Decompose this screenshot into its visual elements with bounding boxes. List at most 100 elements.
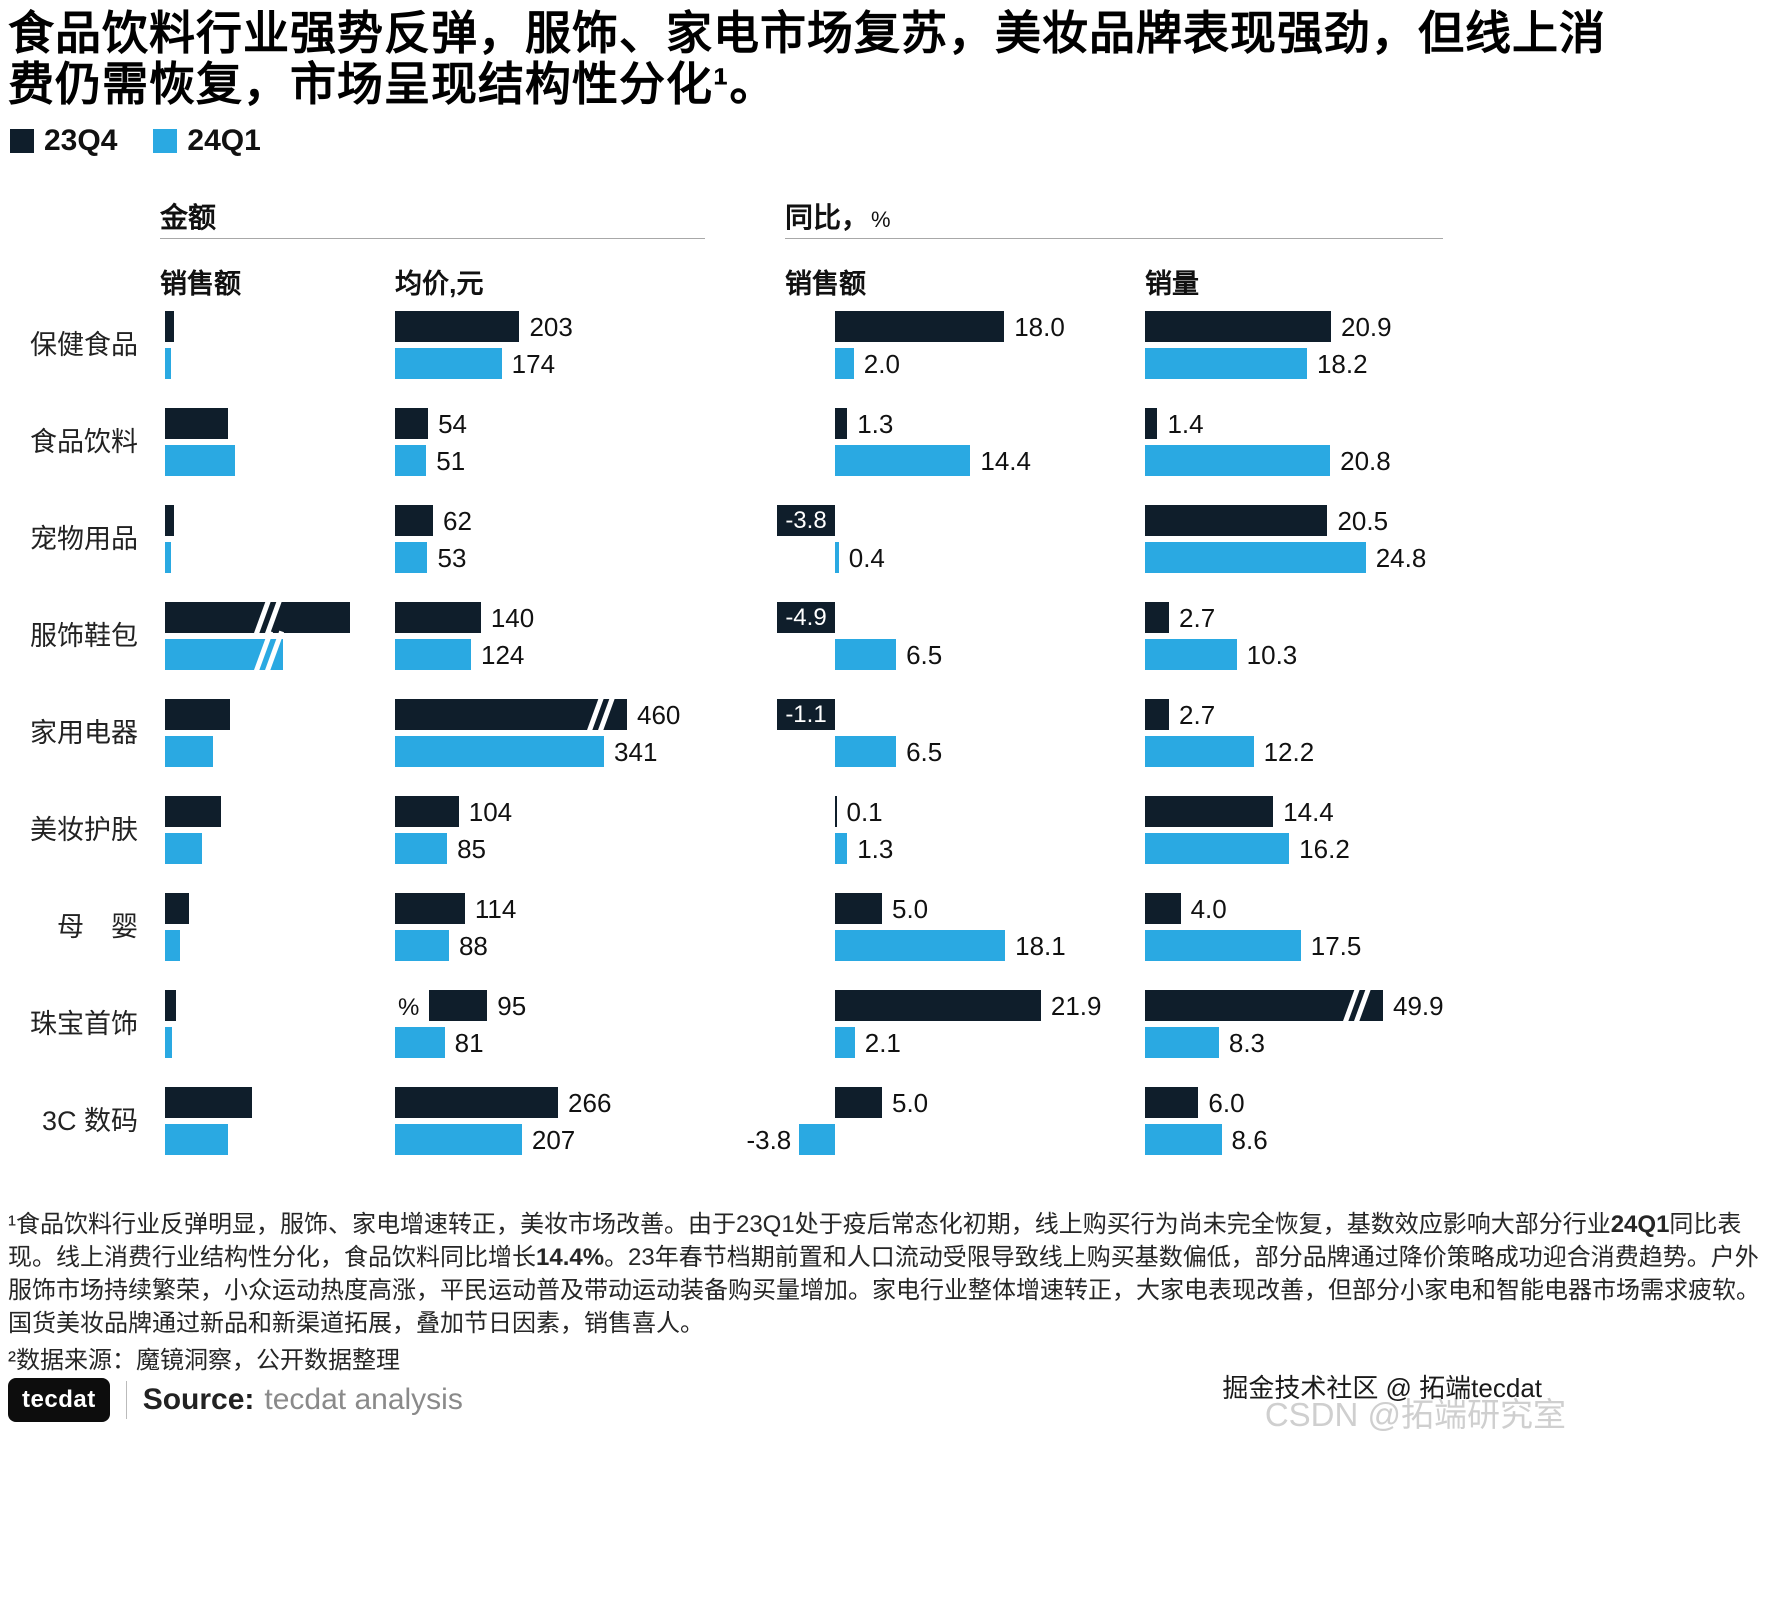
bar-avg_price-23Q4 [429, 990, 488, 1021]
bar-yoy_volume-24Q1 [1145, 1027, 1219, 1058]
value-label: 1.4 [1167, 409, 1204, 439]
footer: tecdat Source: tecdat analysis [8, 1378, 463, 1422]
value-label: 0.4 [848, 543, 885, 573]
bar-avg_price-23Q4 [395, 408, 429, 439]
value-label: 49.9 [1393, 991, 1444, 1021]
bar-avg_price-23Q4 [395, 311, 520, 342]
value-label: 207 [531, 1125, 576, 1155]
bar-sales_gmv-23Q4 [165, 893, 190, 924]
bar-yoy_gmv-23Q4 [835, 990, 1041, 1021]
bar-avg_price-24Q1 [395, 833, 448, 864]
watermark-community: 掘金技术社区 @ 拓端tecdat [1222, 1373, 1542, 1403]
value-label: 14.4 [1283, 797, 1334, 827]
column-header-avg-price: 均价,元 [395, 269, 484, 299]
value-label: 104 [468, 797, 513, 827]
value-label: 5.0 [892, 894, 929, 924]
bar-sales_gmv-23Q4 [165, 796, 221, 827]
bar-sales_gmv-23Q4 [165, 699, 230, 730]
bar-yoy_gmv-24Q1 [835, 348, 854, 379]
axis-break [1349, 985, 1369, 1026]
bar-yoy_gmv-24Q1 [835, 833, 848, 864]
bar-yoy_gmv-24Q1 [835, 542, 839, 573]
bar-yoy_gmv-23Q4 [835, 893, 882, 924]
bar-yoy_volume-24Q1 [1145, 1124, 1222, 1155]
legend-swatch-24q1 [153, 129, 178, 153]
value-label: -1.1 [785, 700, 827, 728]
panel-rule-yoy [785, 238, 1443, 239]
bar-yoy_volume-24Q1 [1145, 639, 1237, 670]
bar-sales_gmv-24Q1 [165, 1027, 173, 1058]
category-label: 母 婴 [57, 912, 138, 942]
bar-sales_gmv-24Q1 [165, 445, 236, 476]
category-label: 珠宝首饰 [30, 1009, 138, 1039]
footer-divider [125, 1381, 127, 1419]
value-label: 14.4 [980, 446, 1031, 476]
bar-yoy_gmv-24Q1 [835, 1027, 855, 1058]
value-label: 203 [529, 312, 573, 342]
category-label: 宠物用品 [30, 524, 138, 554]
watermark-csdn: CSDN @拓端研究室 [1264, 1396, 1566, 1433]
value-label: 21.9 [1050, 991, 1102, 1021]
bar-avg_price-24Q1 [395, 736, 605, 767]
value-label: 16.2 [1299, 834, 1350, 864]
value-label: 12.2 [1263, 737, 1315, 767]
footnote-segment: ¹食品饮料行业反弹明显，服饰、家电增速转正，美妆市场改善。由于23Q1处于疫后常… [8, 1211, 1611, 1238]
bar-yoy_volume-23Q4 [1145, 505, 1328, 536]
value-label: 1.3 [857, 409, 894, 439]
value-label: 460 [637, 700, 681, 730]
value-label: 5.0 [892, 1088, 929, 1118]
bar-sales_gmv-23Q4 [165, 311, 175, 342]
page-title: 食品饮料行业强势反弹，服饰、家电市场复苏，美妆品牌表现强劲，但线上消费仍需恢复，… [8, 7, 1606, 110]
bar-avg_price-24Q1 [395, 1124, 522, 1155]
bar-sales_gmv-24Q1 [165, 639, 284, 670]
legend-label-23q4: 23Q4 [44, 124, 118, 157]
panel-title-yoy-text: 同比， [785, 202, 870, 233]
legend-label-24q1: 24Q1 [187, 124, 261, 157]
value-label: 24.8 [1375, 543, 1427, 573]
value-label: -3.8 [746, 1125, 792, 1155]
axis-break [593, 694, 613, 735]
value-label: 20.5 [1337, 506, 1389, 536]
value-label: 1.3 [857, 834, 894, 864]
legend-swatch-23q4 [10, 129, 34, 153]
bar-avg_price-24Q1 [395, 639, 471, 670]
value-label: 18.1 [1015, 931, 1066, 961]
value-label: 174 [511, 349, 556, 379]
footnote-2: ²数据来源：魔镜洞察，公开数据整理 [8, 1347, 400, 1374]
value-label: 10.3 [1246, 640, 1298, 670]
value-label: -4.9 [785, 603, 827, 631]
panel-title-yoy-unit: % [871, 207, 891, 232]
category-label: 服饰鞋包 [30, 621, 138, 651]
legend: 23Q4 24Q1 [10, 124, 297, 158]
bar-avg_price-24Q1 [395, 445, 427, 476]
bar-avg_price-23Q4 [395, 699, 627, 730]
bar-yoy_volume-23Q4 [1145, 893, 1181, 924]
bar-sales_gmv-23Q4 [165, 602, 350, 633]
value-label: 53 [437, 543, 467, 573]
category-label: 3C 数码 [41, 1106, 138, 1136]
bar-sales_gmv-24Q1 [165, 348, 171, 379]
value-label: 114 [474, 894, 517, 924]
bar-avg_price-23Q4 [395, 505, 433, 536]
bar-sales_gmv-24Q1 [165, 930, 180, 961]
bar-sales_gmv-23Q4 [165, 505, 175, 536]
value-label: 81 [454, 1028, 484, 1058]
bar-avg_price-23Q4 [395, 893, 465, 924]
bar-yoy_gmv-24Q1 [835, 736, 897, 767]
value-label: 2.7 [1179, 700, 1216, 730]
value-label: 8.6 [1231, 1125, 1268, 1155]
value-label: 2.7 [1179, 603, 1216, 633]
value-label: 124 [481, 640, 525, 670]
bar-yoy_volume-23Q4 [1145, 602, 1170, 633]
tecdat-logo: tecdat [8, 1378, 110, 1422]
footnote-segment: 同比表现。线上消费行业结构性分化，食品饮料同比增长 [8, 1211, 1742, 1272]
value-label: 95 [497, 991, 527, 1021]
bar-yoy_volume-23Q4 [1145, 408, 1158, 439]
bar-yoy_volume-23Q4 [1145, 311, 1331, 342]
bar-yoy_gmv-23Q4 [835, 408, 848, 439]
bar-yoy_volume-24Q1 [1145, 542, 1366, 573]
bar-yoy_gmv-23Q4 [835, 796, 837, 827]
value-label: 266 [568, 1088, 612, 1118]
value-label: 20.8 [1340, 446, 1391, 476]
